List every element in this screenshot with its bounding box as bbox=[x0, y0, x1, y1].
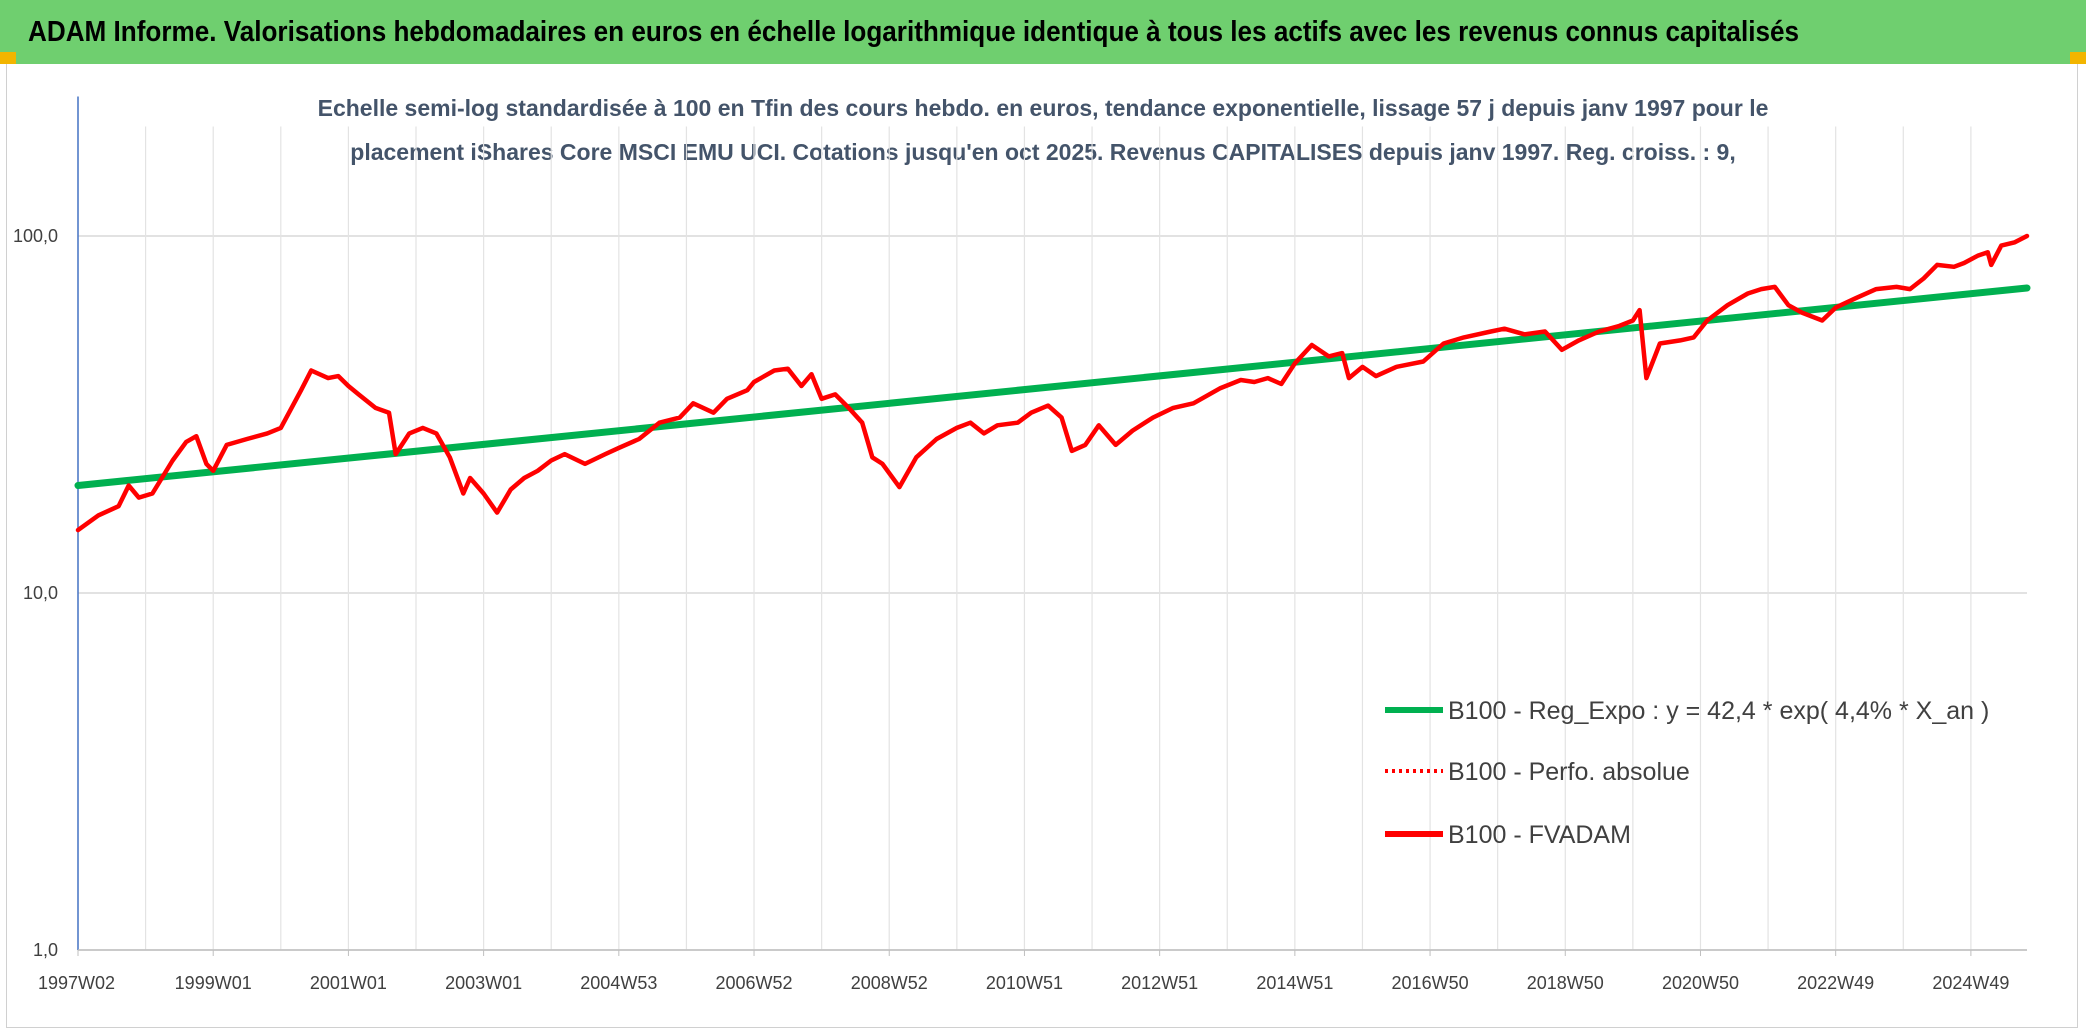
x-tick-label: 1999W01 bbox=[175, 973, 252, 993]
x-tick-label: 2010W51 bbox=[986, 973, 1063, 993]
x-tick-label: 1997W02 bbox=[38, 973, 115, 993]
x-tick-label: 2008W52 bbox=[851, 973, 928, 993]
x-tick-label: 2003W01 bbox=[445, 973, 522, 993]
chart-subtitle-line-2: placement iShares Core MSCI EMU UCI. Cot… bbox=[350, 139, 1736, 165]
y-tick-label: 1,0 bbox=[33, 940, 58, 960]
legend-label: B100 - Perfo. absolue bbox=[1448, 758, 1690, 786]
x-tick-label: 2016W50 bbox=[1392, 973, 1469, 993]
y-tick-label: 100,0 bbox=[13, 226, 58, 246]
x-tick-label: 2018W50 bbox=[1527, 973, 1604, 993]
corner-mark-left bbox=[0, 52, 16, 64]
grid-lines bbox=[77, 96, 2027, 951]
x-tick-label: 2001W01 bbox=[310, 973, 387, 993]
header-banner: ADAM Informe. Valorisations hebdomadaire… bbox=[0, 0, 2086, 64]
y-axis-ticks: 1,0 10,0 100,0 bbox=[13, 226, 58, 960]
page-title: ADAM Informe. Valorisations hebdomadaire… bbox=[28, 15, 1800, 48]
chart-frame bbox=[6, 64, 2078, 1028]
x-axis-ticks: 1997W02 1999W01 2001W01 2003W01 2004W53 2006W… bbox=[38, 950, 2009, 993]
x-tick-label: 2006W52 bbox=[716, 973, 793, 993]
corner-mark-right bbox=[2070, 52, 2086, 64]
x-tick-label: 2024W49 bbox=[1932, 973, 2009, 993]
legend: B100 - Reg_Expo : y = 42,4 * exp( 4,4% *… bbox=[1385, 697, 1989, 849]
x-tick-label: 2014W51 bbox=[1256, 973, 1333, 993]
series-lines bbox=[74, 233, 2031, 533]
x-tick-label: 2012W51 bbox=[1121, 973, 1198, 993]
y-tick-label: 10,0 bbox=[23, 583, 58, 603]
chart-subtitle: Echelle semi-log standardisée à 100 en T… bbox=[0, 86, 2086, 174]
x-tick-label: 2020W50 bbox=[1662, 973, 1739, 993]
legend-label: B100 - Reg_Expo : y = 42,4 * exp( 4,4% *… bbox=[1448, 697, 1989, 725]
chart-subtitle-line-1: Echelle semi-log standardisée à 100 en T… bbox=[317, 95, 1769, 121]
x-tick-label: 2004W53 bbox=[580, 973, 657, 993]
x-tick-label: 2022W49 bbox=[1797, 973, 1874, 993]
series-line-fvadam bbox=[75, 233, 2030, 533]
legend-label: B100 - FVADAM bbox=[1448, 821, 1631, 849]
series-line-regression bbox=[74, 284, 2031, 489]
